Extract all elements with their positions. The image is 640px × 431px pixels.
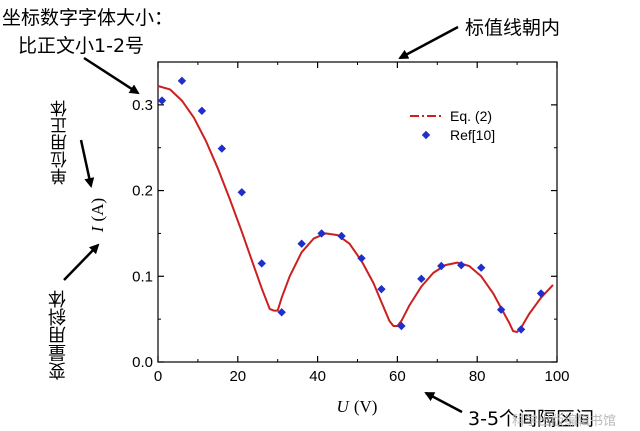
y-axis-variable: I (88, 225, 107, 233)
data-point-ref10 (476, 263, 486, 272)
data-point-ref10 (496, 305, 506, 314)
data-point-ref10 (317, 229, 326, 238)
legend-swatch-ref10 (421, 130, 431, 140)
y-axis-unit: (A) (88, 198, 107, 222)
data-point-ref10 (337, 231, 346, 241)
y-axis-label: I (A) (88, 198, 107, 233)
data-point-ref10 (277, 308, 286, 317)
data-point-ref10 (357, 254, 366, 263)
arrow-tick-font (83, 56, 140, 95)
x-axis-unit: (V) (354, 397, 378, 416)
data-point-ref10 (297, 239, 306, 248)
arrow-tick-direction (398, 25, 459, 60)
legend-label-ref10: Ref[10] (450, 127, 495, 143)
data-point-ref10 (457, 260, 466, 270)
arrow-unit-style (79, 139, 95, 188)
y-tick-label: 0.2 (132, 183, 153, 200)
arrow-var-style (63, 243, 100, 281)
data-point-ref10 (257, 259, 266, 268)
annotation-tick-direction: 标值线朝内 (465, 17, 561, 39)
x-axis-label: U (V) (337, 397, 378, 416)
annotation-unit-style: 单位用正体 (51, 100, 71, 185)
data-point-ref10 (417, 274, 426, 284)
y-tick-label: 0.0 (132, 354, 153, 371)
y-tick-label: 0.1 (132, 268, 153, 285)
y-tick-label: 0.3 (132, 97, 153, 114)
data-point-ref10 (217, 144, 227, 153)
x-tick-label: 80 (469, 368, 486, 385)
x-tick-label: 0 (154, 368, 162, 385)
annotation-tick-font-2: 比正文小1-2号 (18, 35, 145, 57)
data-point-ref10 (197, 106, 207, 116)
series-line-eq2 (157, 85, 554, 333)
x-tick-label: 40 (309, 368, 326, 385)
watermark: 科学出版编辑书馆 (512, 414, 617, 429)
arrow-tick-spacing (424, 391, 463, 414)
data-point-ref10 (157, 96, 167, 105)
data-point-ref10 (237, 188, 246, 197)
legend-label-eq2: Eq. (2) (450, 108, 492, 124)
x-axis-variable: U (337, 397, 351, 416)
data-point-ref10 (536, 289, 546, 298)
annotation-tick-font: 坐标数字字体大小： (2, 7, 174, 29)
data-point-ref10 (177, 76, 187, 86)
data-point-ref10 (516, 325, 526, 334)
data-point-ref10 (437, 261, 446, 271)
annotation-tick-spacing: 3-5个间隔区间 (468, 408, 595, 430)
plot-area-frame (157, 61, 558, 363)
x-tick-label: 60 (389, 368, 406, 385)
annotation-var-style: 变量用斜体 (48, 290, 69, 380)
data-point-ref10 (397, 321, 406, 331)
data-point-ref10 (377, 284, 386, 294)
x-tick-label: 20 (229, 368, 246, 385)
x-tick-label: 100 (544, 368, 569, 385)
